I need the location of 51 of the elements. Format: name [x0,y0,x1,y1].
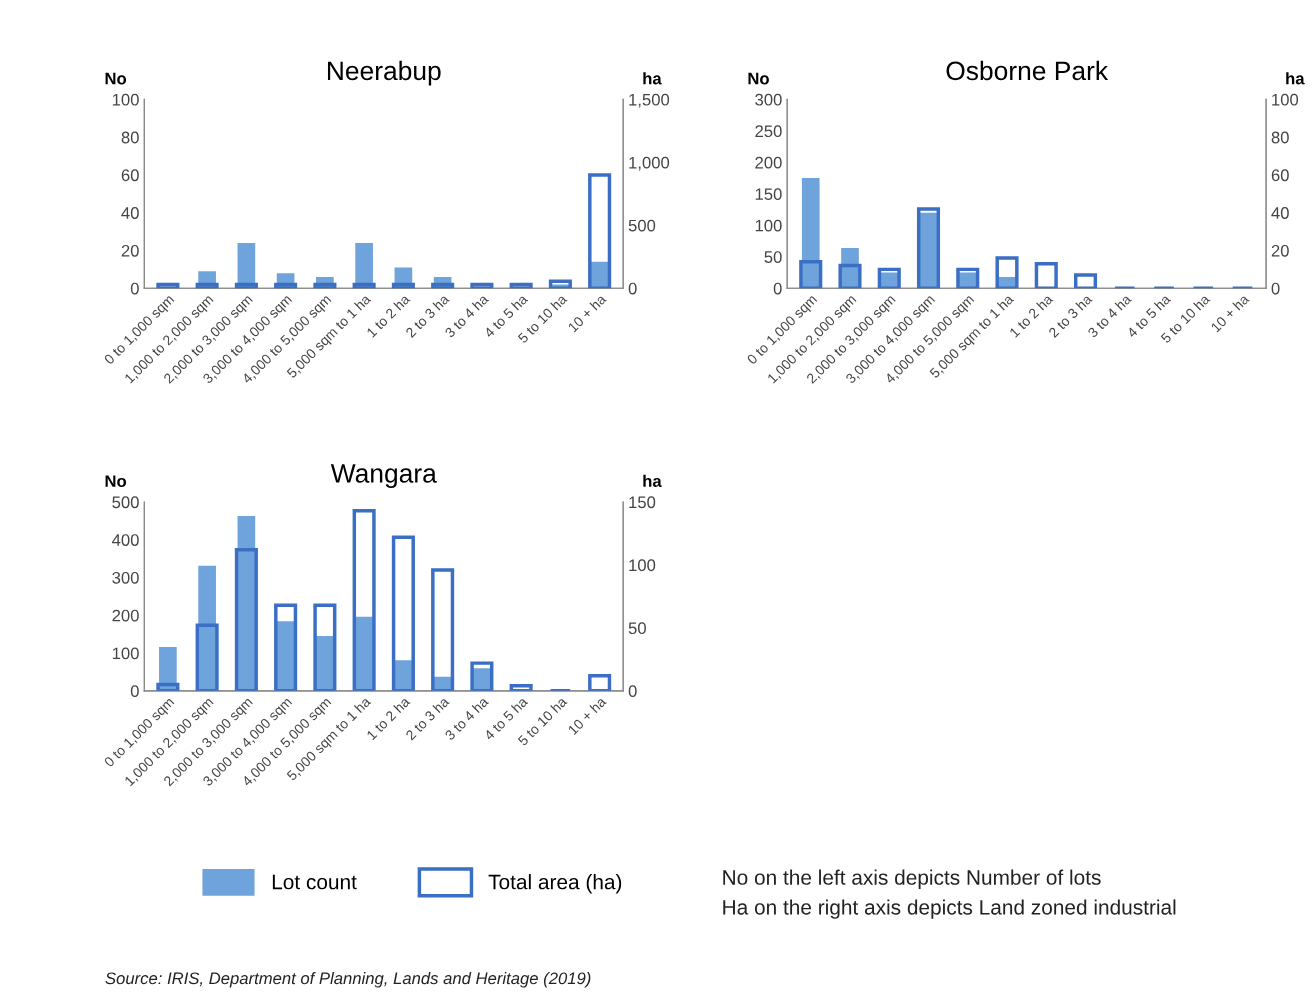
y2-tick-label: 100 [1272,93,1299,106]
y-axis-title: No [748,72,769,85]
y-tick-label: 0 [130,282,139,295]
y-tick-label: 150 [755,188,782,201]
y2-tick-label: 500 [628,219,656,232]
bar [801,178,820,289]
y-axis-title: No [105,475,127,488]
y2-tick-label: 80 [1271,131,1289,144]
y-tick-label: 0 [130,685,139,698]
text: No on the left axis depicts Number of lots [723,869,1101,889]
y2-tick-label: 150 [629,496,656,509]
y-tick-label: 200 [755,156,782,169]
source-note: Source: IRIS, Department of Planning, Lands and Heritage (2019) [105,971,591,988]
chart-title: Neerabup [327,60,441,86]
y2-tick-label: 40 [1271,207,1289,219]
y-tick-label: 400 [112,534,139,546]
y2-axis-title: ha [1286,72,1305,85]
y2-tick-label: 20 [1271,244,1289,257]
y-tick-label: 250 [755,125,782,138]
y-tick-label: 80 [121,131,139,144]
y-tick-label: 100 [755,219,782,232]
y-tick-label: 300 [755,93,782,106]
y2-axis-title: ha [643,72,662,85]
y-tick-label: 0 [773,282,782,295]
y-tick-label: 500 [112,496,139,509]
y-tick-label: 60 [121,169,139,182]
y2-tick-label: 0 [1271,282,1280,295]
y2-tick-label: 1,500 [629,93,670,108]
y2-tick-label: 1,000 [629,156,670,171]
y2-axis-title: ha [643,474,662,488]
y2-tick-label: 0 [628,685,637,698]
legend-label: Lot count [272,874,357,890]
y2-tick-label: 50 [628,622,646,635]
y-axis-title: No [105,72,127,85]
x-tick-label: 10 + ha [567,293,607,333]
y2-tick-label: 60 [1271,169,1289,182]
chart-title: Wangara [330,464,437,488]
y-tick-label: 20 [121,244,139,257]
y-tick-label: 100 [112,93,139,106]
y-tick-label: 40 [121,207,139,219]
y2-tick-label: 0 [628,282,637,295]
x-tick-label: 10 + ha [567,695,607,736]
chart-title: Osborne Park [946,60,1109,81]
y-tick-label: 100 [112,647,139,660]
y-tick-label: 300 [112,571,139,584]
y-tick-label: 200 [112,609,139,622]
x-tick-label: 10 + ha [1210,293,1250,333]
y-tick-label: 50 [764,251,782,263]
legend-label: Total area (ha) [488,874,622,894]
y2-tick-label: 100 [629,559,656,572]
text: Ha on the right axis depicts Land zoned industrial [723,899,1176,919]
